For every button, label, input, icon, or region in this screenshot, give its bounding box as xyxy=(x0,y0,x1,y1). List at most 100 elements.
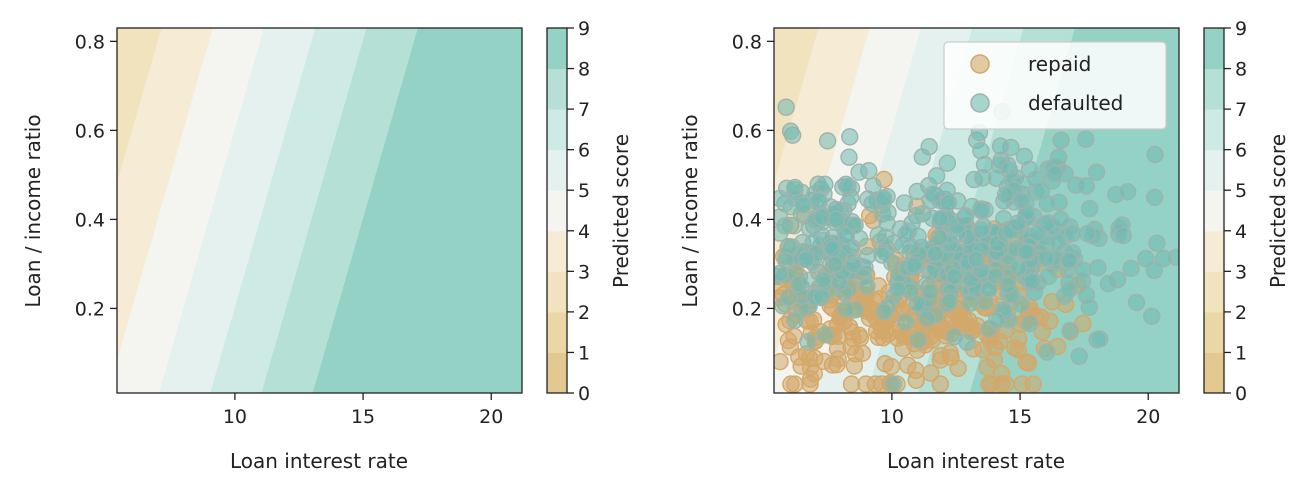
scatter-point-defaulted xyxy=(1012,191,1031,210)
scatter-point-defaulted xyxy=(1017,243,1035,261)
scatter-point-defaulted xyxy=(779,237,798,256)
scatter-point-defaulted xyxy=(909,331,927,349)
scatter-point-defaulted xyxy=(918,309,936,328)
y-axis-label-right: Loan / income ratio xyxy=(678,114,702,307)
colorbar-segment xyxy=(1204,311,1224,353)
colorbar-tick-label: 9 xyxy=(578,18,590,40)
scatter-point-defaulted xyxy=(1145,188,1164,207)
legend-label-repaid: repaid xyxy=(1028,52,1091,76)
colorbar-segment xyxy=(1204,68,1224,110)
scatter-point-repaid xyxy=(1017,353,1035,371)
scatter-point-defaulted xyxy=(908,294,926,313)
y-tick-label: 0.8 xyxy=(732,31,762,53)
scatter-point-repaid xyxy=(805,364,823,383)
scatter-point-defaulted xyxy=(1089,259,1107,277)
scatter-point-defaulted xyxy=(1015,147,1034,166)
legend: repaid defaulted xyxy=(943,41,1167,130)
y-tick-label: 0.2 xyxy=(732,298,762,320)
contour-band xyxy=(158,28,316,393)
scatter-point-defaulted xyxy=(781,122,800,140)
colorbar-fill-left xyxy=(547,28,567,394)
colorbar-segment xyxy=(547,68,567,110)
colorbar-segment xyxy=(1204,28,1224,70)
scatter-point-defaulted xyxy=(873,246,891,264)
scatter-point-defaulted xyxy=(889,280,907,299)
scatter-point-defaulted xyxy=(1052,131,1070,150)
scatter-point-defaulted xyxy=(1049,233,1067,251)
scatter-point-defaulted xyxy=(875,303,893,321)
scatter-point-defaulted xyxy=(987,169,1006,187)
scatter-point-defaulted xyxy=(940,292,959,310)
scatter-point-defaulted xyxy=(1046,165,1064,183)
y-tick-label: 0.4 xyxy=(732,209,762,231)
colorbar-segment xyxy=(547,28,567,70)
scatter-point-defaulted xyxy=(1137,249,1155,268)
scatter-point-repaid xyxy=(894,339,912,357)
colorbar-tick-label: 2 xyxy=(578,302,590,324)
x-tick-label: 20 xyxy=(1136,406,1160,428)
scatter-point-defaulted xyxy=(1148,234,1166,252)
scatter-point-defaulted xyxy=(939,194,958,212)
scatter-point-defaulted xyxy=(816,175,834,194)
colorbar-ticks-right: 0 1 2 3 4 5 6 7 8 9 xyxy=(1224,18,1247,405)
scatter-point-repaid xyxy=(845,357,864,375)
scatter-point-defaulted xyxy=(1060,251,1078,269)
scatter-point-defaulted xyxy=(921,283,940,301)
scatter-point-defaulted xyxy=(967,250,985,268)
scatter-point-defaulted xyxy=(1070,347,1088,365)
scatter-point-defaulted xyxy=(972,141,990,160)
scatter-point-repaid xyxy=(978,358,996,377)
scatter-point-defaulted xyxy=(1154,249,1173,268)
scatter-point-defaulted xyxy=(826,255,844,274)
scatter-point-defaulted xyxy=(864,177,882,195)
scatter-point-defaulted xyxy=(1119,183,1137,201)
colorbar-segment xyxy=(1204,271,1224,313)
scatter-point-repaid xyxy=(828,355,846,374)
scatter-point-defaulted xyxy=(938,154,957,172)
scatter-point-defaulted xyxy=(1142,307,1161,325)
scatter-point-defaulted xyxy=(1009,214,1027,232)
colorbar-segment xyxy=(547,149,567,191)
scatter-point-defaulted xyxy=(1037,249,1055,267)
plot-frame-right xyxy=(773,27,1180,394)
scatter-point-defaulted xyxy=(1145,261,1164,280)
colorbar-segment xyxy=(547,352,567,394)
colorbar-tick-label: 7 xyxy=(578,99,590,121)
scatter-point-defaulted xyxy=(991,137,1010,155)
contour-fill-left xyxy=(117,28,522,393)
x-tick-label: 15 xyxy=(1008,406,1032,428)
contour-band xyxy=(261,28,419,393)
colorbar-segment xyxy=(1204,190,1224,232)
scatter-point-repaid xyxy=(782,375,800,393)
scatter-point-repaid xyxy=(992,364,1011,383)
scatter-points xyxy=(774,98,1179,393)
colorbar-tick-label: 9 xyxy=(1235,18,1247,40)
colorbar-tick-label: 3 xyxy=(1235,261,1247,283)
scatter-point-defaulted xyxy=(955,208,974,227)
scatter-point-defaulted xyxy=(921,263,939,282)
scatter-point-defaulted xyxy=(1039,267,1058,286)
scatter-point-defaulted xyxy=(812,288,831,307)
colorbar-tick-label: 4 xyxy=(578,221,590,243)
scatter-point-defaulted xyxy=(794,196,812,214)
contour-band xyxy=(117,28,265,393)
scatter-point-defaulted xyxy=(844,256,863,274)
colorbar-label-right: Predicted score xyxy=(1266,134,1290,288)
scatter-point-defaulted xyxy=(1023,272,1041,290)
scatter-point-defaulted xyxy=(930,228,949,247)
colorbar-segment xyxy=(547,271,567,313)
scatter-point-repaid xyxy=(941,344,959,362)
scatter-point-defaulted xyxy=(837,175,855,194)
x-axis-label-right: Loan interest rate xyxy=(887,449,1065,473)
scatter-point-defaulted xyxy=(1020,314,1039,333)
legend-marker-repaid xyxy=(970,54,990,74)
scatter-point-defaulted xyxy=(1038,343,1056,361)
scatter-point-defaulted xyxy=(836,300,855,318)
x-tick-label: 15 xyxy=(351,406,375,428)
scatter-point-repaid xyxy=(857,375,875,393)
scatter-point-repaid xyxy=(876,355,894,373)
colorbar-tick-label: 2 xyxy=(1235,302,1247,324)
scatter-point-defaulted xyxy=(961,294,979,312)
colorbar-tick-label: 0 xyxy=(1235,383,1247,405)
